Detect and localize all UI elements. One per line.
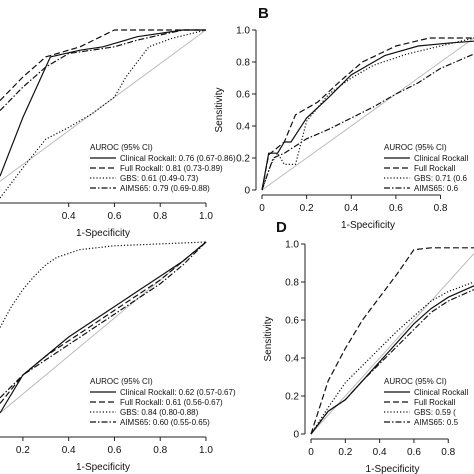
panel-D: 0 0.2 0.4 0.6 0.8 1-Specificity 0 0.2 0.4 0.6 0.8 1… [263,219,474,474]
x-tick-label: 0.6 [407,447,421,458]
roc-curve-dotted [310,281,474,435]
x-tick-label: 0.6 [389,203,403,214]
x-tick-label: 1.0 [199,211,213,222]
x-tick-label: 0.8 [441,447,455,458]
y-tick-label: 0.6 [285,316,299,327]
x-tick-label: 0.2 [338,447,352,458]
roc-curve-dashed [0,241,207,404]
x-tick-label: 0 [259,203,265,214]
panel-C: 0.2 0.4 0.6 0.8 1.0 1-Specificity AUROC (95% C… [0,241,236,473]
x-tick-label: 0.4 [344,203,358,214]
x-tick-label: 0.4 [62,445,76,456]
x-tick-label: 0 [308,447,314,458]
y-tick-label: 0.2 [285,392,299,403]
legend-title: AUROC (95% CI) [90,377,153,386]
roc-curve-dashdot [0,241,207,399]
x-tick-label: 0.2 [300,203,314,214]
roc-curve-dotted [0,29,207,199]
y-axis-title: Sensitivity [214,87,225,132]
legend-entry: Clinical Rockall [414,154,468,163]
x-tick-label: 0.4 [373,447,387,458]
legend-entry: Full Rockall [414,398,456,407]
roc-curve-dashdot [310,289,474,435]
x-axis-title: 1-Specificity [76,228,130,239]
legend-entry: Clinical Rockall [414,388,468,397]
legend-entry: Full Rockall: 0.61 (0.56-0.67) [120,398,223,407]
legend-entry: AIMS65: 0.6 [414,184,459,193]
roc-curve-dotted [0,241,207,328]
legend-entry: GBS: 0.84 (0.80-0.88) [120,408,199,417]
x-tick-label: 0.8 [153,211,167,222]
panel-B: 0 0.2 0.4 0.6 0.8 1-Specificity 0 0.2 0.4 0.6 0.8 1… [214,5,474,231]
x-tick-label: 0.6 [107,445,121,456]
x-tick-label: 0.4 [62,211,76,222]
legend-title: AUROC (95% CI) [90,143,153,152]
y-tick-label: 0.4 [236,122,250,133]
roc-curve-solid [261,40,474,191]
y-tick-label: 0.4 [285,354,299,365]
y-tick-label: 0.8 [236,58,250,69]
y-tick-label: 1.0 [236,26,250,37]
legend-entry: GBS: 0.71 (0.6 [414,174,467,183]
x-tick-label: 0.8 [153,445,167,456]
roc-curve-dashed [310,247,474,435]
legend-entry: GBS: 0.59 ( [414,408,456,417]
roc-curve-dashdot [0,29,206,112]
roc-curve-dashed [0,29,206,102]
legend-entry: Clinical Rockall: 0.62 (0.57-0.67) [120,388,236,397]
y-tick-label: 0 [244,186,250,197]
x-tick-label: 1.0 [199,445,213,456]
panel-letter: D [276,219,287,236]
legend-entry: Full Rockall [414,164,456,173]
legend: AUROC (95% CI) Clinical Rockall: 0.76 (0.… [90,143,236,193]
y-axis-title: Sensitivity [263,316,274,361]
legend-entry: AIMS65: 0.60 (0.55-0.65) [120,418,210,427]
legend-entry: GBS: 0.61 (0.49-0.73) [120,174,199,183]
panel-letter: B [258,5,269,22]
x-tick-label: 0.8 [434,203,448,214]
roc-curve-solid [0,241,207,414]
legend-entry: AIMS65: 0.79 (0.69-0.88) [120,184,210,193]
y-tick-label: 0.6 [236,90,250,101]
x-axis-title: 1-Specificity [76,462,130,473]
panel-A: 0.4 0.6 0.8 1.0 1-Specificity AUROC (95% CI) C… [0,29,236,239]
x-tick-label: 0.2 [16,445,30,456]
legend-entry: Clinical Rockall: 0.76 (0.67-0.86) [120,154,236,163]
y-tick-label: 1.0 [285,240,299,251]
x-tick-label: 0.6 [107,211,121,222]
y-tick-label: 0 [293,430,299,441]
reference-diagonal [261,37,474,191]
legend-entry: AIMS65: 0.5 [414,418,459,427]
x-axis-title: 1-Specificity [366,464,420,474]
roc-curve-dashed [261,37,474,191]
y-tick-label: 0.8 [285,278,299,289]
legend-entry: Full Rockall: 0.81 (0.73-0.89) [120,164,223,173]
x-axis-title: 1-Specificity [341,220,395,231]
legend-title: AUROC (95% CI) [384,377,447,386]
legend-title: AUROC (95% CI) [384,143,447,152]
y-tick-label: 0.2 [236,154,250,165]
legend: AUROC (95% CI) Clinical Rockall: 0.62 (0.… [90,377,236,427]
